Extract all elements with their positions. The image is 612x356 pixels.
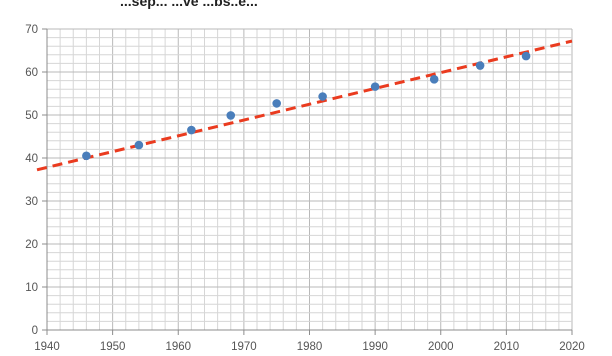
- x-tick-label: 1990: [362, 341, 388, 353]
- y-tick-label: 40: [25, 153, 38, 165]
- data-point: [429, 75, 439, 84]
- y-tick-label: 50: [25, 110, 38, 122]
- data-point: [318, 92, 327, 101]
- x-tick-label: 2010: [494, 341, 520, 353]
- x-tick-label: 1940: [34, 341, 60, 353]
- data-point: [475, 61, 485, 70]
- data-point: [82, 151, 91, 161]
- trendline: [36, 39, 573, 172]
- data-point: [226, 111, 236, 120]
- data-point: [134, 140, 144, 150]
- data-point: [521, 51, 531, 61]
- x-tick-label: 1980: [297, 341, 323, 353]
- data-point: [370, 82, 380, 91]
- chart-marks: [36, 39, 573, 172]
- y-tick-label: 20: [25, 239, 38, 251]
- x-tick-label: 1970: [231, 341, 257, 353]
- y-tick-label: 70: [25, 24, 38, 36]
- chart-grid: [46, 28, 573, 331]
- data-point: [272, 99, 281, 108]
- x-tick-label: 2020: [559, 341, 585, 353]
- y-tick-label: 30: [25, 196, 38, 208]
- x-tick-label: 1960: [165, 341, 191, 353]
- y-tick-label: 60: [25, 67, 38, 79]
- x-tick-label: 1950: [100, 341, 126, 353]
- chart-title: ...sep... ...ve ...bs..e...: [120, 0, 258, 9]
- chart-tick-labels: 1940 1950 1960 1970 1980 1990 2000 2010 2020 0 10 2…: [25, 24, 585, 353]
- data-point: [187, 125, 196, 135]
- y-tick-label: 0: [32, 325, 38, 337]
- x-tick-label: 2000: [428, 341, 454, 353]
- chart-axes: [42, 28, 573, 335]
- y-tick-label: 10: [25, 282, 38, 294]
